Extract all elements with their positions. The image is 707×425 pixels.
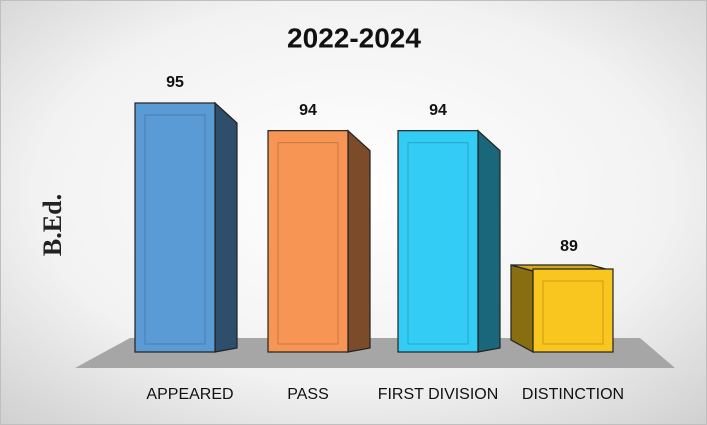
- bar-inner-edge: [277, 142, 339, 345]
- x-tick-label: DISTINCTION: [522, 386, 624, 403]
- bar-side: [510, 264, 534, 354]
- x-tick-label: APPEARED: [146, 386, 233, 403]
- bar-inner-edge: [144, 114, 206, 345]
- data-label: 94: [429, 102, 447, 119]
- bar: [532, 268, 614, 353]
- bar: [397, 130, 479, 353]
- x-tick-label: FIRST DIVISION: [378, 386, 499, 403]
- data-label: 89: [560, 238, 578, 255]
- chart-title: 2022-2024: [287, 22, 421, 53]
- bar: [134, 102, 216, 353]
- bar-side: [477, 129, 501, 353]
- bar-inner-edge: [542, 280, 604, 345]
- bar: [267, 130, 349, 353]
- data-label: 94: [299, 102, 317, 119]
- x-tick-label: PASS: [287, 386, 329, 403]
- data-label: 95: [166, 74, 184, 91]
- bar-side: [347, 129, 371, 353]
- bar-inner-edge: [407, 142, 469, 345]
- y-axis-label: B.Ed.: [38, 194, 67, 256]
- bar-side: [214, 101, 238, 353]
